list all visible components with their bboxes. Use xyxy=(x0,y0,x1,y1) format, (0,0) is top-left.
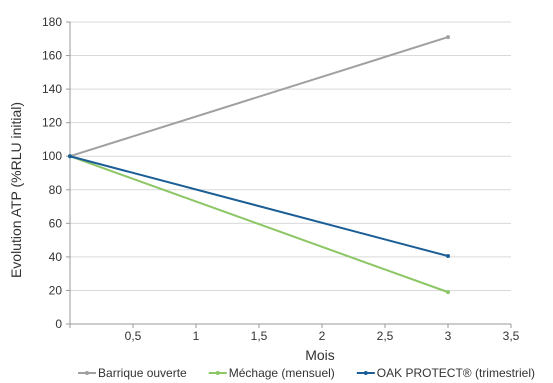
legend-item: Barrique ouverte xyxy=(78,366,187,380)
legend-item: Méchage (mensuel) xyxy=(208,366,335,380)
x-tick-label: 1,5 xyxy=(251,329,268,343)
legend: Barrique ouverte Méchage (mensuel) OAK PRO… xyxy=(78,366,535,380)
y-tick-labels: 0 20 40 60 80 100 120 140 160 180 xyxy=(42,15,62,331)
x-tick-labels: 0,5 1 1,5 2 2,5 3 3,5 xyxy=(125,329,520,343)
legend-label: OAK PROTECT® (trimestriel) xyxy=(377,366,535,380)
data-point xyxy=(68,154,72,159)
data-point xyxy=(446,290,450,295)
axes xyxy=(66,21,512,328)
series-line xyxy=(69,155,449,258)
y-tick-label: 60 xyxy=(49,216,63,230)
y-tick-label: 0 xyxy=(55,317,62,331)
x-tick-label: 1 xyxy=(193,329,200,343)
y-tick-label: 20 xyxy=(49,283,63,297)
legend-label: Barrique ouverte xyxy=(98,366,187,380)
x-tick-label: 2 xyxy=(319,329,326,343)
gridlines xyxy=(70,21,511,291)
y-tick-label: 120 xyxy=(42,116,62,130)
data-point xyxy=(446,254,450,259)
y-tick-label: 100 xyxy=(42,149,62,163)
y-tick-label: 180 xyxy=(42,15,62,29)
legend-swatch-marker xyxy=(215,371,220,375)
x-tick-label: 3,5 xyxy=(503,329,520,343)
x-tick-label: 0,5 xyxy=(125,329,142,343)
series-line xyxy=(69,36,449,158)
series-lines xyxy=(68,35,450,295)
x-axis-title: Mois xyxy=(305,347,335,363)
legend-swatch-marker xyxy=(85,371,90,375)
y-tick-label: 80 xyxy=(49,183,63,197)
legend-swatch-marker xyxy=(363,371,368,375)
y-tick-label: 160 xyxy=(42,49,62,63)
legend-label: Méchage (mensuel) xyxy=(229,366,335,380)
x-tick-label: 3 xyxy=(445,329,452,343)
data-point xyxy=(446,35,450,40)
x-tick-label: 2,5 xyxy=(377,329,394,343)
y-axis-title: Evolution ATP (%RLU initial) xyxy=(8,102,24,278)
legend-item: OAK PROTECT® (trimestriel) xyxy=(356,366,535,380)
y-tick-label: 140 xyxy=(42,82,62,96)
y-tick-label: 40 xyxy=(49,250,63,264)
series-line xyxy=(69,155,449,294)
